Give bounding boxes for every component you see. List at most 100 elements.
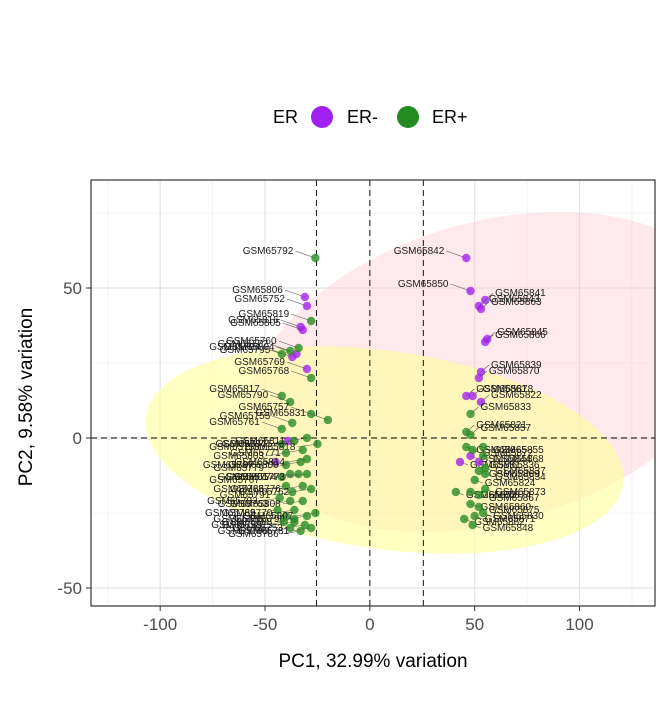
point-er-pos bbox=[302, 511, 312, 521]
sample-label: GSM65772 bbox=[218, 339, 269, 350]
points-layer: GSM65842 GSM65841 GSM65850 GSM65863GSM65843… bbox=[203, 246, 548, 540]
y-tick-label: 0 bbox=[73, 429, 82, 448]
sample-label: GSM65807 bbox=[243, 511, 294, 522]
sample-label: GSM65867 bbox=[489, 493, 540, 504]
y-tick-label: -50 bbox=[57, 579, 82, 598]
sample-label: GSM65868 bbox=[493, 454, 544, 465]
sample-label: GSM65853 bbox=[466, 490, 517, 501]
sample-label: GSM65869 bbox=[489, 469, 540, 480]
legend-label-er-pos: ER+ bbox=[432, 107, 468, 127]
x-tick-label: 100 bbox=[565, 615, 593, 634]
point-er-pos bbox=[306, 484, 316, 494]
point-er-pos bbox=[480, 469, 490, 479]
sample-label: GSM65837 bbox=[495, 466, 546, 477]
point-er-pos bbox=[288, 418, 297, 428]
sample-label: GSM65850 bbox=[398, 279, 449, 290]
point-er-pos bbox=[462, 442, 471, 452]
point-er-neg bbox=[474, 457, 484, 467]
point-er-pos bbox=[468, 520, 477, 530]
point-er-neg bbox=[474, 301, 484, 311]
sample-label: GSM65796 bbox=[218, 526, 269, 537]
sample-label: GSM65757 bbox=[239, 402, 290, 413]
point-er-pos bbox=[468, 445, 477, 455]
sample-label: GSM65753 bbox=[232, 523, 283, 534]
sample-label: GSM65792 bbox=[243, 246, 294, 257]
point-er-pos bbox=[470, 475, 479, 485]
plot-area: GSM65842 GSM65841 GSM65850 GSM65863GSM65843… bbox=[57, 179, 656, 634]
point-er-pos bbox=[290, 505, 299, 515]
ellipse-layer bbox=[145, 212, 655, 554]
point-er-pos bbox=[480, 484, 490, 494]
sample-label: GSM65770 bbox=[222, 508, 273, 519]
sample-label: GSM65803 bbox=[213, 451, 264, 462]
point-er-pos bbox=[466, 487, 475, 497]
point-er-pos bbox=[478, 508, 488, 518]
point-er-pos bbox=[302, 454, 312, 464]
sample-label: GSM65798 bbox=[234, 514, 285, 525]
point-er-neg bbox=[474, 373, 484, 383]
sample-label: GSM65841 bbox=[495, 288, 546, 299]
point-er-pos bbox=[285, 496, 295, 506]
sample-label: GSM65752 bbox=[234, 294, 285, 305]
point-er-pos bbox=[466, 499, 475, 509]
point-er-neg bbox=[468, 391, 477, 401]
point-er-neg bbox=[300, 292, 310, 302]
point-er-pos bbox=[277, 424, 286, 434]
legend-marker-er-pos bbox=[397, 106, 419, 128]
point-er-pos bbox=[285, 397, 295, 407]
point-er-pos bbox=[474, 466, 484, 476]
point-er-pos bbox=[302, 469, 312, 479]
sample-label: GSM65781 bbox=[239, 526, 290, 537]
sample-label: GSM65763 bbox=[218, 499, 269, 510]
legend: ER ER- ER+ bbox=[273, 106, 468, 128]
sample-label: GSM65805 bbox=[230, 318, 281, 329]
point-er-pos bbox=[460, 514, 469, 524]
sample-label: GSM65824 bbox=[485, 478, 536, 489]
point-er-pos bbox=[311, 508, 320, 518]
point-er-pos bbox=[302, 433, 312, 443]
sample-label: GSM65800 bbox=[228, 460, 279, 471]
sample-label: GSM65881 bbox=[470, 460, 521, 471]
sample-label: GSM65872 bbox=[483, 448, 534, 459]
y-tick-label: 50 bbox=[63, 279, 82, 298]
point-er-neg bbox=[271, 457, 280, 467]
point-er-pos bbox=[273, 505, 282, 515]
point-er-pos bbox=[300, 520, 310, 530]
sample-label: GSM65774 bbox=[226, 472, 277, 483]
x-tick-label: -100 bbox=[143, 615, 177, 634]
point-er-pos bbox=[285, 523, 295, 533]
sample-label: GSM65822 bbox=[491, 390, 542, 401]
legend-label-er-neg: ER- bbox=[347, 107, 378, 127]
point-er-pos bbox=[313, 439, 322, 449]
sample-label: GSM65830 bbox=[493, 511, 544, 522]
point-er-pos bbox=[298, 481, 307, 491]
sample-label: GSM65831 bbox=[255, 408, 306, 419]
sample-label: GSM65866 bbox=[495, 330, 546, 341]
point-er-pos bbox=[474, 490, 484, 500]
sample-label: GSM65769 bbox=[234, 357, 285, 368]
point-er-pos bbox=[474, 502, 484, 512]
sample-label: GSM65799 bbox=[211, 520, 262, 531]
sample-label: GSM65878 bbox=[483, 384, 534, 395]
sample-label: GSM65834 bbox=[495, 472, 546, 483]
sample-label: GSM65815 bbox=[222, 520, 273, 531]
point-er-neg bbox=[302, 364, 312, 374]
y-axis-title: PC2, 9.58% variation bbox=[16, 308, 37, 487]
sample-label: GSM65761 bbox=[209, 417, 260, 428]
point-er-pos bbox=[470, 511, 479, 521]
point-er-pos bbox=[478, 442, 488, 452]
sample-label: GSM65814 bbox=[234, 457, 285, 468]
sample-label: GSM65776 bbox=[230, 484, 281, 495]
sample-label: GSM65791 bbox=[220, 490, 271, 501]
point-er-pos bbox=[285, 346, 295, 356]
point-er-pos bbox=[451, 487, 461, 497]
sample-label: GSM65863 bbox=[491, 297, 542, 308]
sample-label: GSM65767 bbox=[209, 475, 260, 486]
sample-label: GSM65783 bbox=[213, 484, 264, 495]
point-er-pos bbox=[281, 448, 291, 458]
sample-label: GSM65816 bbox=[228, 315, 279, 326]
sample-label: GSM65779 bbox=[213, 463, 264, 474]
x-tick-label: -50 bbox=[253, 615, 278, 634]
sample-label: GSM65842 bbox=[394, 246, 445, 257]
